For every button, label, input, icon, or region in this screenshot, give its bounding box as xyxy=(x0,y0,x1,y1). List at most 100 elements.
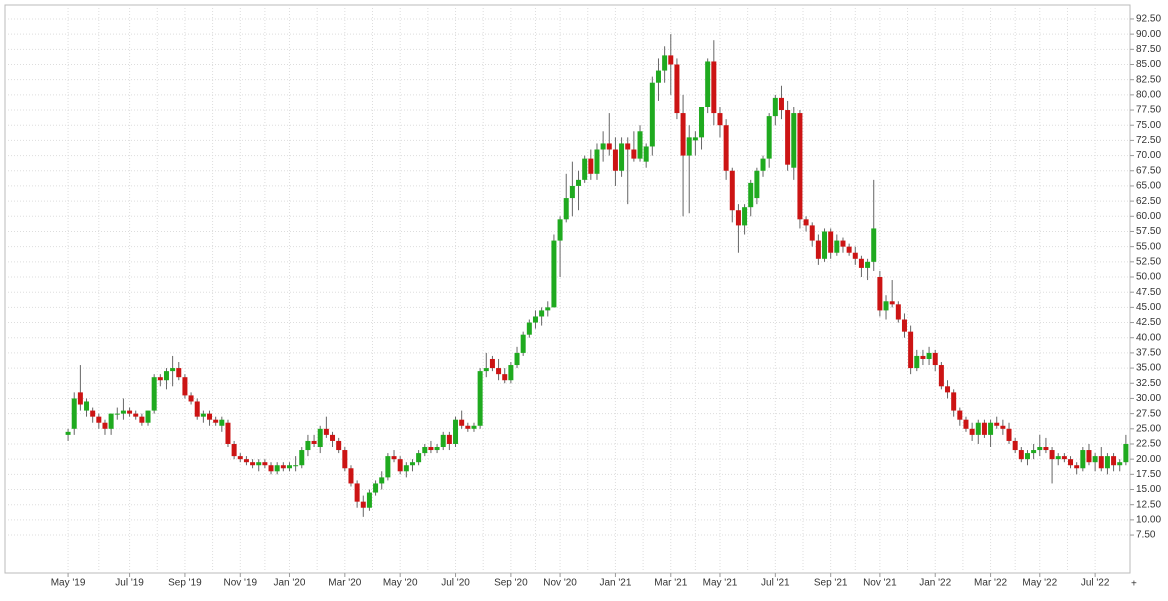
candle-body xyxy=(385,456,391,478)
candle-body xyxy=(1049,450,1055,460)
x-tick-label: Mar '22 xyxy=(974,578,1007,589)
candle-body xyxy=(330,434,336,441)
candle-body xyxy=(846,246,852,253)
candle-body xyxy=(416,453,422,463)
candle-body xyxy=(483,368,489,372)
candle-body xyxy=(588,158,594,174)
y-tick-label: 72.50 xyxy=(1136,135,1161,146)
candle-body xyxy=(582,158,588,180)
candle-body xyxy=(274,465,280,472)
candle-body xyxy=(145,410,151,423)
y-tick-label: 27.50 xyxy=(1136,408,1161,419)
y-tick-label: 30.00 xyxy=(1136,393,1161,404)
candle-body xyxy=(250,462,256,466)
x-tick-label: Nov '21 xyxy=(863,578,897,589)
candle-body xyxy=(120,410,126,414)
y-tick-label: 35.00 xyxy=(1136,363,1161,374)
candle-body xyxy=(133,413,139,417)
candle-body xyxy=(170,368,176,372)
candle-body xyxy=(477,371,483,426)
candle-body xyxy=(317,428,323,448)
x-tick-label: Jul '21 xyxy=(761,578,790,589)
candle-body xyxy=(127,410,133,414)
y-tick-label: 17.50 xyxy=(1136,469,1161,480)
candle-body xyxy=(508,365,514,381)
y-tick-label: 90.00 xyxy=(1136,29,1161,40)
candle-body xyxy=(889,301,895,305)
x-tick-label: Sep '20 xyxy=(494,578,528,589)
candle-body xyxy=(988,422,994,435)
y-tick-label: 60.00 xyxy=(1136,211,1161,222)
candle-body xyxy=(865,261,871,268)
candle-body xyxy=(957,410,963,420)
candle-body xyxy=(459,419,465,426)
x-tick-label: Jul '22 xyxy=(1081,578,1110,589)
candle-body xyxy=(637,131,643,159)
candle-body xyxy=(969,428,975,435)
candle-body xyxy=(871,228,877,262)
candle-body xyxy=(1080,450,1086,469)
y-tick-label: 77.50 xyxy=(1136,105,1161,116)
x-tick-label: May '21 xyxy=(703,578,738,589)
x-tick-label: Sep '19 xyxy=(168,578,202,589)
y-tick-label: 87.50 xyxy=(1136,44,1161,55)
candle-body xyxy=(945,386,951,393)
y-tick-label: 47.50 xyxy=(1136,287,1161,298)
candle-body xyxy=(71,398,77,429)
candle-body xyxy=(471,425,477,429)
candle-body xyxy=(502,374,508,381)
candle-body xyxy=(336,440,342,451)
candle-body xyxy=(1043,447,1049,451)
candle-body xyxy=(1111,456,1117,466)
candle-body xyxy=(754,170,760,199)
x-tick-label: Jul '19 xyxy=(115,578,144,589)
candle-body xyxy=(631,149,637,159)
candle-body xyxy=(237,456,243,460)
y-tick-label: 82.50 xyxy=(1136,74,1161,85)
candle-body xyxy=(643,146,649,162)
candle-body xyxy=(391,456,397,460)
candle-body xyxy=(1068,459,1074,466)
candle-body xyxy=(299,450,305,466)
candle-body xyxy=(114,413,120,415)
candle-body xyxy=(655,70,661,83)
candle-body xyxy=(809,225,815,241)
candle-body xyxy=(908,331,914,369)
candle-body xyxy=(895,304,901,320)
candle-body xyxy=(901,319,907,332)
candle-body xyxy=(705,61,711,108)
expand-icon[interactable]: + xyxy=(1131,579,1137,590)
candle-body xyxy=(981,422,987,435)
candle-body xyxy=(674,64,680,114)
y-tick-label: 75.00 xyxy=(1136,120,1161,131)
candle-body xyxy=(1006,428,1012,441)
candle-body xyxy=(686,137,692,156)
candle-body xyxy=(778,97,784,111)
y-tick-label: 62.50 xyxy=(1136,196,1161,207)
candle-body xyxy=(182,377,188,396)
candle-body xyxy=(366,492,372,508)
candle-body xyxy=(342,450,348,469)
candle-body xyxy=(434,447,440,451)
x-tick-label: Nov '19 xyxy=(223,578,257,589)
y-tick-label: 40.00 xyxy=(1136,332,1161,343)
x-tick-label: Mar '20 xyxy=(328,578,361,589)
y-tick-label: 42.50 xyxy=(1136,317,1161,328)
candle-body xyxy=(539,310,545,317)
candle-body xyxy=(766,116,772,159)
candle-body xyxy=(200,413,206,417)
candle-body xyxy=(207,413,213,420)
candle-body xyxy=(649,82,655,147)
candle-body xyxy=(219,419,225,426)
candle-body xyxy=(545,307,551,311)
x-tick-label: May '22 xyxy=(1022,578,1057,589)
candle-body xyxy=(1031,450,1037,454)
y-tick-label: 12.50 xyxy=(1136,499,1161,510)
candle-body xyxy=(785,110,791,165)
candle-body xyxy=(188,395,194,402)
candle-body xyxy=(526,322,532,335)
candle-body xyxy=(1074,465,1080,469)
y-tick-label: 57.50 xyxy=(1136,226,1161,237)
candle-body xyxy=(422,447,428,454)
y-tick-label: 55.00 xyxy=(1136,241,1161,252)
